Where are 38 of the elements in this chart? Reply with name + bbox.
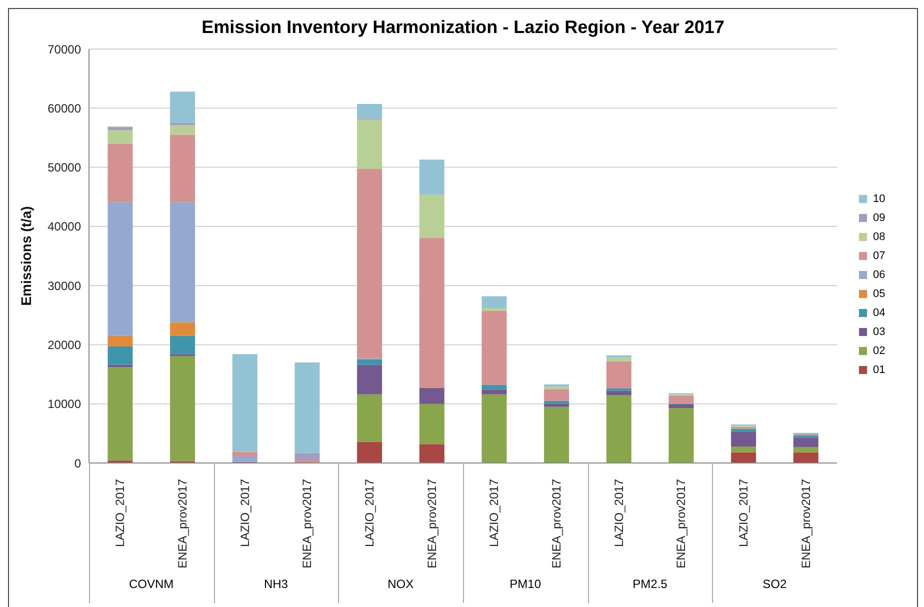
x-tick-label: ENEA_prov2017 (550, 478, 564, 568)
x-tick-label: ENEA_prov2017 (424, 478, 439, 568)
text: COVNM (128, 577, 175, 591)
text: SO2 (762, 577, 788, 591)
x-tick-label: LAZIO_2017 (238, 478, 252, 548)
legend-label: 10 (873, 192, 886, 204)
text: PM10 (508, 577, 542, 591)
x-tick-label: ENEA_prov2017 (798, 478, 813, 568)
x-tick-label: ENEA_prov2017 (674, 478, 688, 568)
y-axis-title: Emissions (t/a) (18, 206, 34, 306)
text: PM2.5 (632, 577, 668, 591)
y-tick-label: 40000 (48, 220, 82, 234)
x-tick-label: LAZIO_2017 (113, 478, 128, 548)
legend-label: 03 (873, 326, 886, 338)
legend-label: 07 (873, 250, 886, 262)
legend-label: 04 (873, 306, 886, 318)
y-tick-label: 30000 (48, 278, 82, 293)
legend-label: 08 (873, 230, 886, 242)
x-tick-label: LAZIO_2017 (487, 478, 502, 548)
x-tick-label: LAZIO_2017 (362, 478, 376, 548)
y-tick-label: 70000 (48, 42, 82, 56)
legend-label: 06 (873, 268, 886, 280)
legend-label: 01 (873, 364, 886, 376)
x-tick-label: LAZIO_2017 (736, 478, 750, 548)
text: NH3 (262, 577, 289, 591)
x-tick-label: ENEA_prov2017 (176, 478, 190, 568)
text: NOX (386, 577, 415, 591)
legend-label: 02 (873, 344, 886, 356)
x-tick-label: ENEA_prov2017 (300, 478, 314, 568)
y-tick-label: 60000 (48, 101, 82, 116)
legend-label: 09 (873, 212, 886, 224)
legend-label: 05 (873, 288, 886, 300)
y-tick-label: 20000 (48, 338, 82, 352)
y-tick-label: 0 (74, 456, 82, 470)
chart-title: Emission Inventory Harmonization - Lazio Region - Year 2017 (200, 17, 726, 38)
y-tick-label: 10000 (48, 397, 82, 412)
y-tick-label: 50000 (48, 160, 82, 175)
x-tick-label: LAZIO_2017 (612, 478, 626, 548)
